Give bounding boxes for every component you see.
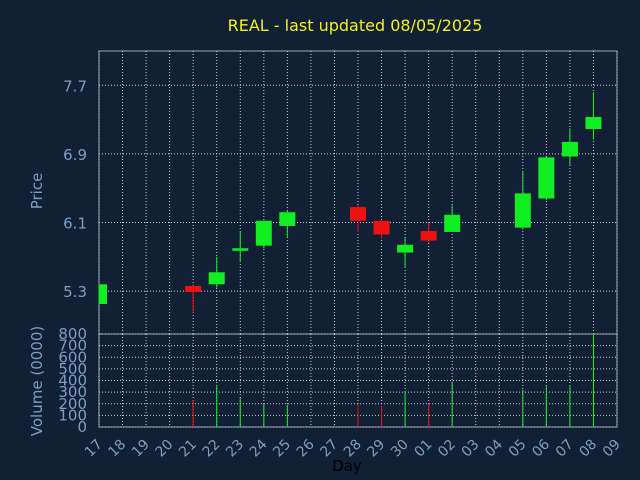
volume-tick-label: 600 xyxy=(58,348,87,366)
price-tick-label: 7.7 xyxy=(63,77,87,95)
x-tick-label: 22 xyxy=(200,437,224,461)
volume-tick-label: 100 xyxy=(58,406,87,424)
price-tick-label: 5.3 xyxy=(63,283,87,301)
volume-tick-label: 200 xyxy=(58,395,87,413)
x-tick-label: 01 xyxy=(412,437,436,461)
x-tick-label: 19 xyxy=(129,437,153,461)
x-tick-label: 21 xyxy=(176,437,200,461)
candle-down xyxy=(350,207,366,221)
x-tick-label: 18 xyxy=(105,437,129,461)
x-tick-label: 07 xyxy=(553,437,577,461)
candle-down xyxy=(373,220,390,235)
volume-tick-label: 700 xyxy=(58,337,87,355)
candle-up xyxy=(538,157,555,199)
price-tick-label: 6.1 xyxy=(63,215,87,233)
candle-up xyxy=(99,284,107,304)
volume-axis-label: Volume (0000) xyxy=(28,326,46,436)
volume-tick-label: 300 xyxy=(58,383,87,401)
candle-up xyxy=(514,193,531,228)
candle-up xyxy=(255,220,272,246)
volume-tick-label: 500 xyxy=(58,360,87,378)
candle-up xyxy=(208,272,225,285)
candle-up xyxy=(585,117,602,130)
x-tick-label: 23 xyxy=(223,437,247,461)
price-tick-label: 6.9 xyxy=(63,146,87,164)
candle-down xyxy=(185,285,202,292)
x-tick-label: 02 xyxy=(435,437,459,461)
candle-up xyxy=(444,214,461,232)
price-axis-label: Price xyxy=(28,173,46,210)
x-tick-label: 03 xyxy=(459,437,483,461)
x-tick-label: 29 xyxy=(364,437,388,461)
volume-tick-label: 0 xyxy=(77,418,87,436)
price-panel: 5.3 6.1 6.9 7.7 xyxy=(63,50,618,335)
volume-tick-label: 800 xyxy=(58,325,87,343)
x-tick-label: 06 xyxy=(529,436,553,460)
candle-up xyxy=(561,141,578,157)
x-tick-label: 24 xyxy=(247,436,271,460)
chart-title: REAL - last updated 08/05/2025 xyxy=(228,16,483,35)
candle-up xyxy=(279,212,296,226)
x-tick-label: 08 xyxy=(576,437,600,461)
x-tick-label: 05 xyxy=(506,437,530,461)
candle-up xyxy=(232,248,249,251)
candle-down xyxy=(420,231,437,241)
x-tick-label: 17 xyxy=(82,437,106,461)
x-tick-label: 30 xyxy=(388,437,412,461)
x-tick-label: 26 xyxy=(294,436,318,460)
x-tick-label: 09 xyxy=(600,437,624,461)
x-tick-label: 04 xyxy=(482,436,506,460)
candle-up xyxy=(397,244,414,253)
x-tick-label: 25 xyxy=(270,437,294,461)
x-tick-label: 20 xyxy=(153,437,177,461)
volume-tick-label: 400 xyxy=(58,372,87,390)
x-axis-label: Day xyxy=(332,457,362,475)
